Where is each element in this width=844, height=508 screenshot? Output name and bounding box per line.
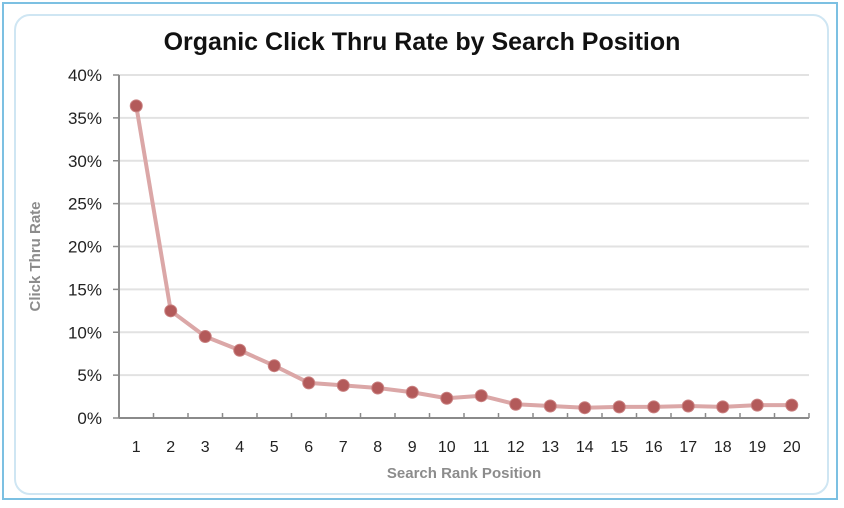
data-point bbox=[405, 385, 419, 399]
data-point bbox=[578, 401, 592, 415]
series-line bbox=[134, 105, 792, 410]
x-tick-label: 2 bbox=[166, 439, 175, 456]
outer-frame bbox=[2, 2, 838, 500]
data-point bbox=[129, 99, 143, 113]
x-tick-label: 14 bbox=[576, 439, 594, 456]
x-tick-label: 10 bbox=[438, 439, 456, 456]
x-tick-label: 7 bbox=[339, 439, 348, 456]
y-tick-label: 25% bbox=[68, 195, 102, 214]
y-tick-label: 5% bbox=[77, 366, 102, 385]
data-point bbox=[750, 398, 764, 412]
x-axis-title: Search Rank Position bbox=[387, 465, 541, 482]
x-tick-label: 19 bbox=[748, 439, 766, 456]
y-tick-label: 35% bbox=[68, 109, 102, 128]
data-point bbox=[785, 398, 799, 412]
x-tick-label: 4 bbox=[235, 439, 244, 456]
data-point bbox=[543, 399, 557, 413]
x-tick-label: 13 bbox=[541, 439, 559, 456]
y-tick-label: 40% bbox=[68, 66, 102, 85]
x-tick-label: 16 bbox=[645, 439, 663, 456]
x-tick-label: 5 bbox=[270, 439, 279, 456]
x-tick-label: 9 bbox=[408, 439, 417, 456]
data-point bbox=[681, 399, 695, 413]
x-tick-label: 20 bbox=[783, 439, 801, 456]
y-tick-label: 10% bbox=[68, 323, 102, 342]
x-tick-label: 11 bbox=[473, 439, 490, 456]
data-point bbox=[164, 304, 178, 318]
data-point bbox=[647, 400, 661, 414]
chart-panel bbox=[14, 14, 829, 495]
data-point bbox=[336, 378, 350, 392]
x-tick-label: 3 bbox=[201, 439, 210, 456]
x-tick-label: 18 bbox=[714, 439, 732, 456]
data-point bbox=[267, 359, 281, 373]
y-tick-label: 15% bbox=[68, 280, 102, 299]
y-axis-title: Click Thru Rate bbox=[27, 201, 44, 311]
y-tick-label: 0% bbox=[77, 409, 102, 428]
data-point bbox=[198, 330, 212, 344]
data-point bbox=[371, 381, 385, 395]
data-point bbox=[474, 389, 488, 403]
data-point bbox=[233, 343, 247, 357]
data-point bbox=[302, 376, 316, 390]
x-tick-label: 15 bbox=[610, 439, 628, 456]
data-point bbox=[440, 391, 454, 405]
x-tick-label: 6 bbox=[304, 439, 313, 456]
data-point bbox=[716, 400, 730, 414]
x-tick-label: 1 bbox=[132, 439, 141, 456]
data-point bbox=[509, 397, 523, 411]
x-tick-label: 17 bbox=[679, 439, 697, 456]
data-point bbox=[612, 400, 626, 414]
y-tick-label: 20% bbox=[68, 238, 102, 257]
chart-title: Organic Click Thru Rate by Search Positi… bbox=[163, 28, 681, 56]
x-tick-label: 8 bbox=[373, 439, 382, 456]
y-tick-label: 30% bbox=[68, 152, 102, 171]
x-tick-label: 12 bbox=[507, 439, 525, 456]
